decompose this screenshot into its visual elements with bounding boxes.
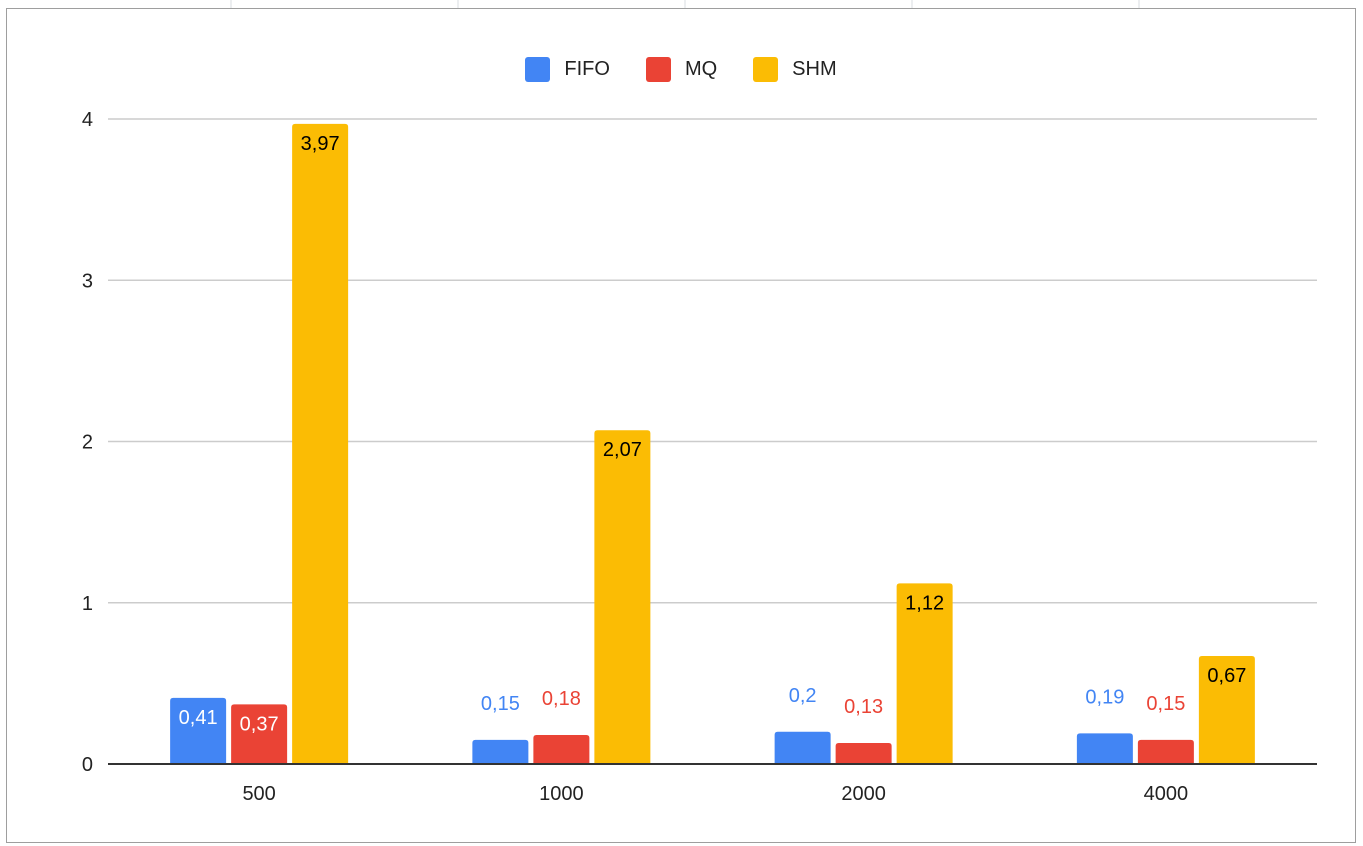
data-label-fifo: 0,2 [789,685,817,707]
legend-label-shm: SHM [792,58,837,80]
chart-container[interactable]: FIFO MQ SHM 0 1 2 3 4 0,41 0,37 3,97 500 0,15 0,18… [6,8,1356,843]
chart-legend: FIFO MQ SHM [7,57,1355,82]
data-label-mq: 0,13 [844,696,883,718]
y-tick-label: 2 [82,432,93,454]
y-tick-label: 3 [82,270,93,292]
data-label-shm: 0,67 [1207,665,1246,687]
bar-shm-2000 [896,583,953,764]
bar-fifo-1000 [472,739,529,764]
legend-item-fifo: FIFO [525,57,610,82]
data-label-shm: 2,07 [603,439,642,461]
bar-shm-500 [292,123,349,764]
data-label-mq: 0,15 [1146,693,1185,715]
bar-fifo-500 [170,697,227,764]
data-label-mq: 0,18 [542,688,581,710]
legend-swatch-fifo [525,57,551,82]
x-tick-label: 1000 [539,783,584,805]
y-tick-label: 0 [82,754,93,776]
bar-fifo-4000 [1076,733,1133,764]
bar-mq-4000 [1137,739,1194,764]
data-label-shm: 3,97 [301,133,340,155]
x-tick-label: 500 [242,783,275,805]
bar-chart: 0 1 2 3 4 0,41 0,37 3,97 500 0,15 0,18 2,07 1000 0,2 0… [82,109,1317,805]
y-tick-label: 1 [82,593,93,615]
data-label-fifo: 0,19 [1085,686,1124,708]
legend-item-shm: SHM [753,57,837,82]
bar-shm-1000 [594,430,651,764]
bar-mq-2000 [835,743,892,764]
data-label-shm: 1,12 [905,592,944,614]
x-tick-label: 4000 [1144,783,1189,805]
legend-label-mq: MQ [684,58,718,80]
bar-shm-4000 [1198,655,1255,764]
legend-swatch-shm [753,57,779,82]
legend-label-fifo: FIFO [564,58,610,80]
legend-item-mq: MQ [645,57,718,82]
legend-swatch-mq [645,57,671,82]
y-tick-label: 4 [82,109,93,131]
bar-mq-500 [231,704,288,764]
data-label-fifo: 0,15 [481,693,520,715]
data-label-fifo: 0,41 [179,707,218,729]
bar-fifo-2000 [774,731,831,764]
x-tick-label: 2000 [841,783,886,805]
data-label-mq: 0,37 [240,713,279,735]
bar-mq-1000 [533,734,590,764]
